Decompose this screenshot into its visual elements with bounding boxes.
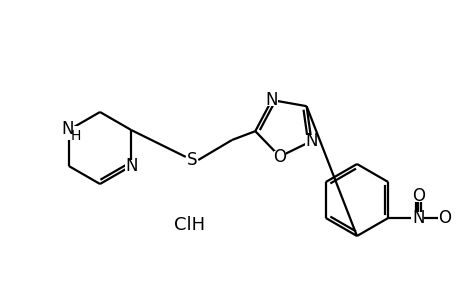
Bar — [411, 212, 423, 224]
Bar — [305, 135, 317, 147]
Text: N: N — [305, 132, 317, 150]
Text: O: O — [273, 148, 285, 166]
Text: N: N — [125, 157, 137, 175]
Text: N: N — [62, 120, 74, 138]
Text: N: N — [411, 209, 424, 227]
Text: ClH: ClH — [174, 216, 205, 234]
Text: O: O — [411, 187, 424, 205]
Bar — [437, 212, 449, 224]
Bar — [185, 154, 197, 166]
Bar — [273, 151, 285, 163]
Bar — [125, 160, 137, 172]
Bar — [60, 126, 78, 140]
Text: O: O — [437, 209, 450, 227]
Text: H: H — [71, 129, 81, 143]
Text: N: N — [265, 91, 278, 109]
Bar — [411, 190, 423, 202]
Bar — [265, 94, 277, 106]
Text: S: S — [186, 151, 197, 169]
